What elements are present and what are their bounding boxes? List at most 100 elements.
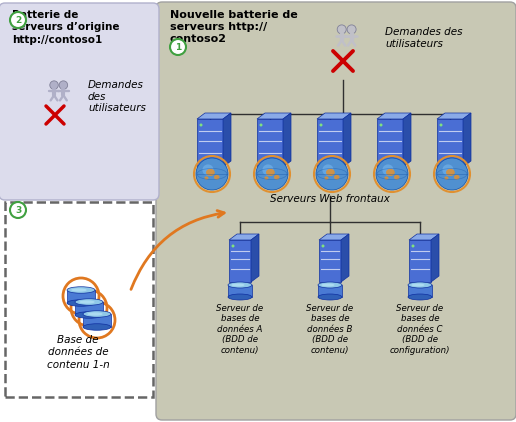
Polygon shape bbox=[318, 285, 342, 297]
Circle shape bbox=[202, 165, 214, 176]
Ellipse shape bbox=[79, 300, 95, 303]
Polygon shape bbox=[343, 113, 351, 167]
FancyBboxPatch shape bbox=[5, 202, 153, 397]
Circle shape bbox=[337, 25, 346, 34]
Circle shape bbox=[442, 165, 454, 176]
Ellipse shape bbox=[204, 176, 208, 180]
Polygon shape bbox=[257, 113, 291, 119]
Text: Nouvelle batterie de: Nouvelle batterie de bbox=[170, 10, 298, 20]
Text: 2: 2 bbox=[15, 16, 21, 24]
Circle shape bbox=[321, 244, 325, 247]
Polygon shape bbox=[377, 119, 403, 167]
Polygon shape bbox=[197, 113, 231, 119]
Circle shape bbox=[436, 158, 468, 190]
Polygon shape bbox=[251, 234, 259, 282]
Circle shape bbox=[232, 244, 234, 247]
Text: serveurs http://: serveurs http:// bbox=[170, 22, 267, 32]
Ellipse shape bbox=[446, 169, 455, 176]
Ellipse shape bbox=[75, 299, 103, 305]
Polygon shape bbox=[83, 314, 111, 327]
FancyArrowPatch shape bbox=[131, 211, 224, 289]
Circle shape bbox=[376, 158, 408, 190]
Ellipse shape bbox=[231, 284, 245, 287]
Circle shape bbox=[10, 202, 26, 218]
Circle shape bbox=[382, 165, 394, 176]
Ellipse shape bbox=[274, 175, 280, 180]
Polygon shape bbox=[75, 302, 103, 315]
Ellipse shape bbox=[67, 300, 95, 306]
Ellipse shape bbox=[67, 287, 95, 293]
Ellipse shape bbox=[206, 169, 215, 176]
Polygon shape bbox=[319, 234, 349, 240]
Ellipse shape bbox=[318, 282, 342, 288]
Ellipse shape bbox=[408, 282, 432, 288]
Polygon shape bbox=[317, 113, 351, 119]
Ellipse shape bbox=[87, 312, 103, 316]
Text: Serveur de
bases de
données C
(BDD de
configuration): Serveur de bases de données C (BDD de co… bbox=[390, 304, 450, 354]
Ellipse shape bbox=[214, 175, 220, 180]
Polygon shape bbox=[377, 113, 411, 119]
Text: Demandes
des
utilisateurs: Demandes des utilisateurs bbox=[88, 80, 146, 113]
Circle shape bbox=[10, 12, 26, 28]
Circle shape bbox=[440, 124, 443, 127]
Polygon shape bbox=[257, 119, 283, 167]
Polygon shape bbox=[408, 285, 432, 297]
Polygon shape bbox=[341, 234, 349, 282]
Circle shape bbox=[59, 81, 68, 89]
Circle shape bbox=[319, 124, 322, 127]
Circle shape bbox=[347, 25, 356, 34]
Ellipse shape bbox=[326, 169, 335, 176]
Ellipse shape bbox=[454, 175, 460, 180]
FancyBboxPatch shape bbox=[0, 3, 159, 200]
Text: Demandes des
utilisateurs: Demandes des utilisateurs bbox=[385, 27, 462, 49]
Polygon shape bbox=[463, 113, 471, 167]
Polygon shape bbox=[283, 113, 291, 167]
Ellipse shape bbox=[408, 294, 432, 300]
Text: Serveur de
bases de
données B
(BDD de
contenu): Serveur de bases de données B (BDD de co… bbox=[307, 304, 353, 354]
Text: contoso2: contoso2 bbox=[170, 34, 227, 44]
Ellipse shape bbox=[394, 175, 399, 180]
Circle shape bbox=[263, 165, 273, 176]
Circle shape bbox=[196, 158, 228, 190]
Polygon shape bbox=[409, 240, 431, 282]
Polygon shape bbox=[319, 240, 341, 282]
Polygon shape bbox=[403, 113, 411, 167]
Ellipse shape bbox=[384, 176, 389, 180]
Text: 3: 3 bbox=[15, 206, 21, 214]
Ellipse shape bbox=[386, 169, 395, 176]
Polygon shape bbox=[229, 240, 251, 282]
Ellipse shape bbox=[321, 284, 334, 287]
Polygon shape bbox=[317, 119, 343, 167]
Text: Serveur de
bases de
données A
(BDD de
contenu): Serveur de bases de données A (BDD de co… bbox=[216, 304, 264, 354]
Ellipse shape bbox=[228, 294, 252, 300]
Text: Serveurs Web frontaux: Serveurs Web frontaux bbox=[270, 194, 390, 204]
Ellipse shape bbox=[325, 176, 328, 180]
Ellipse shape bbox=[264, 176, 268, 180]
FancyBboxPatch shape bbox=[156, 2, 516, 420]
Circle shape bbox=[260, 124, 263, 127]
Polygon shape bbox=[431, 234, 439, 282]
Circle shape bbox=[411, 244, 414, 247]
Text: Batterie de
serveurs d’origine
http://contoso1: Batterie de serveurs d’origine http://co… bbox=[12, 10, 120, 45]
Ellipse shape bbox=[71, 288, 87, 292]
Circle shape bbox=[170, 39, 186, 55]
Circle shape bbox=[316, 158, 348, 190]
Polygon shape bbox=[437, 119, 463, 167]
Circle shape bbox=[256, 158, 288, 190]
Polygon shape bbox=[229, 234, 259, 240]
Text: 1: 1 bbox=[175, 43, 181, 51]
Circle shape bbox=[322, 165, 334, 176]
Text: Base de
données de
contenu 1-n: Base de données de contenu 1-n bbox=[46, 335, 109, 370]
Circle shape bbox=[200, 124, 202, 127]
Ellipse shape bbox=[444, 176, 448, 180]
Ellipse shape bbox=[411, 284, 425, 287]
Circle shape bbox=[379, 124, 382, 127]
Ellipse shape bbox=[318, 294, 342, 300]
Ellipse shape bbox=[75, 312, 103, 318]
Ellipse shape bbox=[83, 311, 111, 317]
Polygon shape bbox=[228, 285, 252, 297]
Circle shape bbox=[50, 81, 58, 89]
Polygon shape bbox=[409, 234, 439, 240]
Ellipse shape bbox=[228, 282, 252, 288]
Ellipse shape bbox=[83, 324, 111, 330]
